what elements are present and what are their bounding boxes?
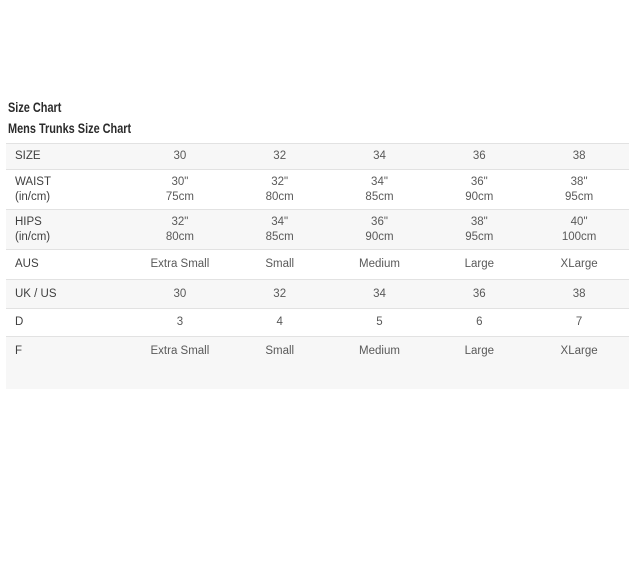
table-subtitle: Mens Trunks Size Chart [8, 120, 132, 136]
cell: 32 [273, 150, 287, 162]
cell: 32 [273, 287, 287, 300]
cell: Extra Small [150, 345, 210, 357]
cell: Extra Small [150, 258, 210, 270]
cell: 38" 95cm [565, 175, 594, 203]
cell: 38 [572, 287, 586, 300]
cell: Large [464, 258, 494, 270]
cell: 36" 90cm [465, 175, 494, 203]
cell: 34" 85cm [365, 175, 394, 203]
row-label: UK / US [15, 287, 57, 300]
cell: 5 [376, 316, 383, 328]
cell: 34 [373, 287, 386, 300]
cell: 36 [472, 150, 486, 162]
cell: 3 [176, 316, 184, 328]
cell: 38 [572, 150, 586, 162]
size-chart-header: Size Chart Mens Trunks Size Chart [8, 97, 635, 139]
cell: Small [265, 345, 295, 357]
row-label: HIPS (in/cm) [15, 215, 51, 243]
page-title: Size Chart [8, 99, 62, 115]
cell: XLarge [560, 258, 598, 270]
cell: Small [265, 258, 295, 270]
cell: Medium [359, 258, 400, 270]
cell: 36" 90cm [365, 215, 394, 243]
row-label: WAIST (in/cm) [15, 175, 51, 203]
table-row-size: SIZE 30 32 34 36 38 [6, 143, 629, 170]
cell: Large [464, 345, 494, 357]
table-row-hips: HIPS (in/cm) 32" 80cm 34" 85cm 36" 90cm … [6, 209, 629, 250]
cell: 30 [173, 150, 187, 162]
row-label: AUS [15, 258, 39, 270]
cell: 4 [276, 316, 283, 328]
table-row-aus: AUS Extra Small Small Medium Large XLarg… [6, 249, 629, 280]
cell: XLarge [560, 345, 598, 357]
table-row-d: D 3 4 5 6 7 [6, 308, 629, 337]
cell: Medium [359, 345, 400, 357]
cell: 34 [373, 150, 386, 162]
cell: 40" 100cm [561, 215, 597, 243]
cell: 30 [173, 287, 187, 300]
row-label: SIZE [15, 150, 41, 162]
table-row-waist: WAIST (in/cm) 30" 75cm 32" 80cm 34" 85cm… [6, 169, 629, 210]
row-label: D [15, 316, 24, 328]
cell: 7 [575, 316, 583, 328]
cell: 6 [476, 316, 483, 328]
table-row-f: F Extra Small Small Medium Large XLarge [6, 336, 629, 389]
cell: 36 [472, 287, 486, 300]
cell: 34" 85cm [265, 215, 294, 243]
size-chart-table: SIZE 30 32 34 36 38 WAIST (in/cm) 30" 75… [6, 143, 629, 389]
cell: 32" 80cm [265, 175, 294, 203]
cell: 38" 95cm [465, 215, 494, 243]
row-label: F [15, 345, 23, 357]
cell: 30" 75cm [165, 175, 194, 203]
cell: 32" 80cm [165, 215, 194, 243]
table-row-uk-us: UK / US 30 32 34 36 38 [6, 279, 629, 309]
